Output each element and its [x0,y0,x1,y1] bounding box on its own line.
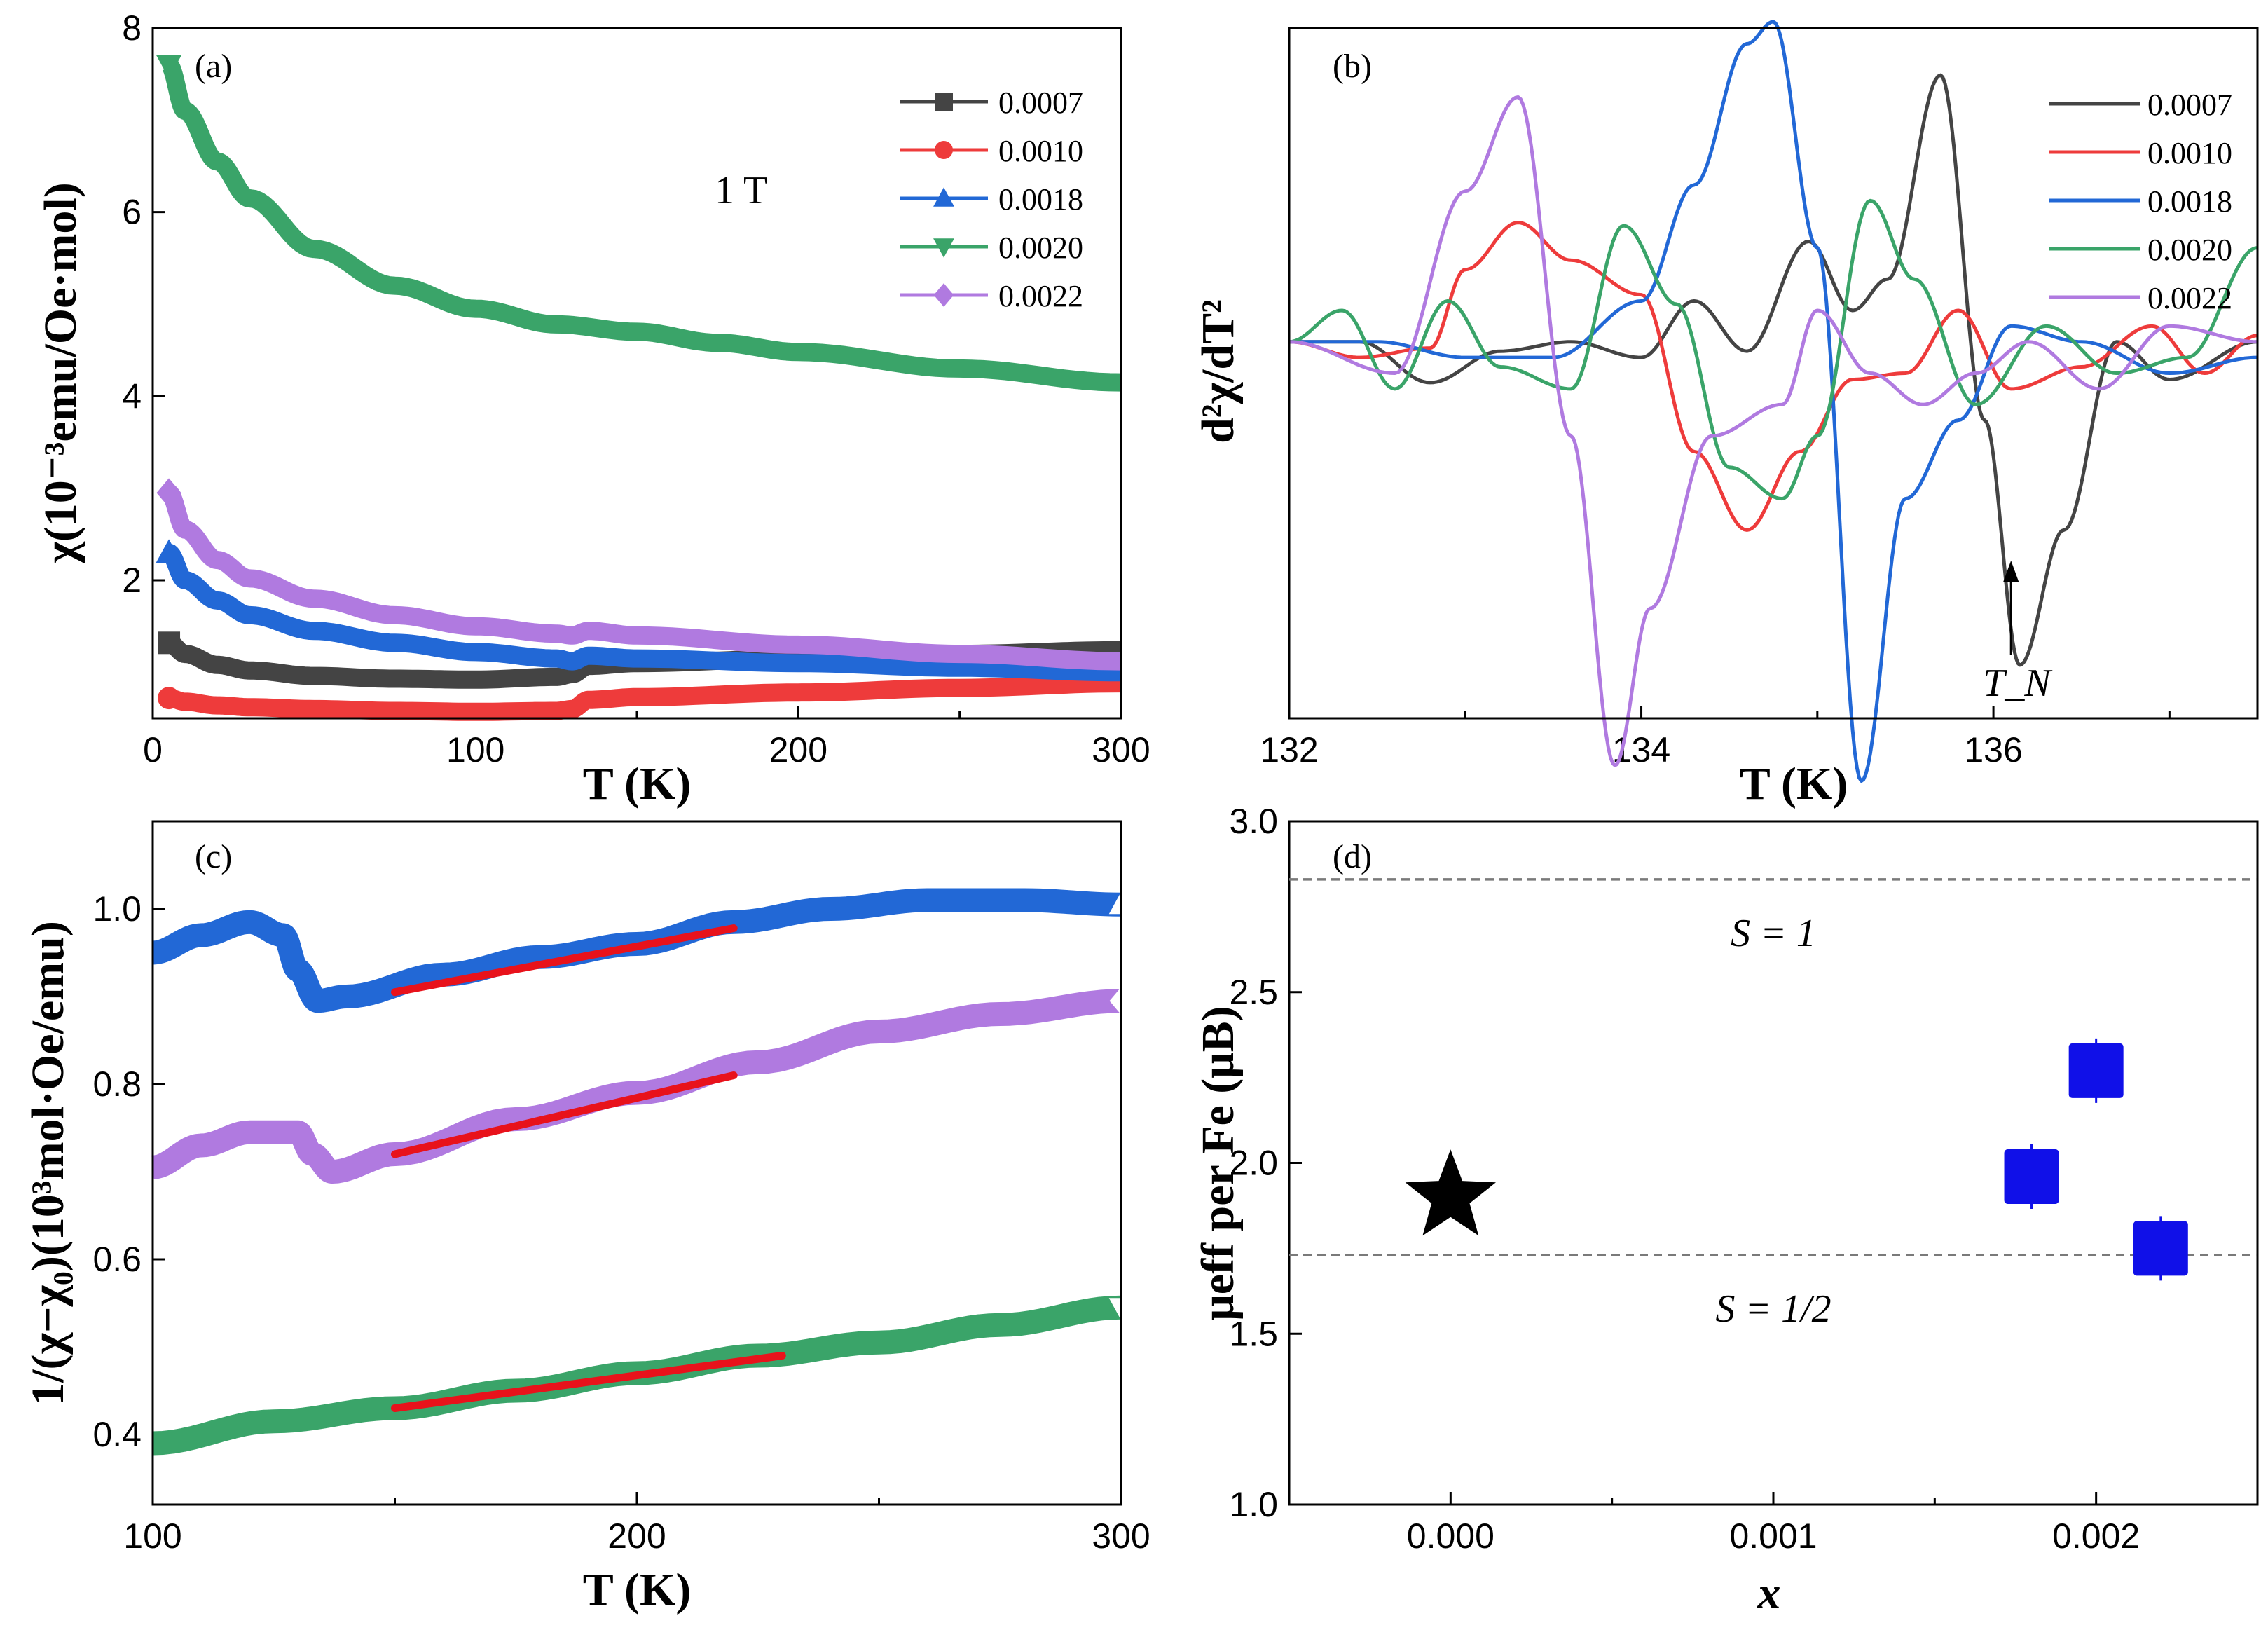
legend-marker [935,93,953,111]
series-line-0.0018 [1289,20,2258,783]
panel-b-series: 132 134 136 [1260,20,2258,783]
series-band-0.0022 [144,989,1123,1184]
legend-label: 0.0020 [2147,233,2232,267]
legend-marker [933,283,954,307]
x-tick-label: 300 [1092,730,1150,769]
series-line-0.0020 [1288,198,2258,501]
reference-label: S = 1 [1731,912,1816,955]
point-square [2068,1043,2124,1098]
y-tick-label: 2.5 [1229,973,1278,1012]
fit-line [391,1071,738,1158]
x-tick-label: 0 [143,730,163,769]
y-tick-label: 3.0 [1229,802,1278,841]
y-tick-label: 2.0 [1229,1144,1278,1183]
panel-a-frame [151,27,1122,720]
panel-c-label: (c) [195,838,232,875]
panel-d-series: 0.000 0.001 0.002 1.0 1.5 2.0 2.5 3.0 S = 1 S = 1… [1229,802,2259,1556]
panel-d-label: (d) [1333,838,1372,875]
panel-c: 100 200 300 0.4 0.6 0.8 1.0 (c) T (K) 1/(χ−χ₀)… [22,820,1150,1615]
legend-label: 0.0022 [998,279,1083,313]
panel-a-ylabel: χ(10⁻³emu/Oe·mol) [35,182,86,563]
legend-label: 0.0010 [2147,136,2232,170]
x-tick-label: 0.002 [2052,1516,2140,1556]
x-tick-label: 136 [1964,730,2022,769]
panel-a-legend: 0.0007 0.0010 0.0018 0.0020 0.0022 [900,85,1083,313]
x-tick-label: 132 [1260,730,1318,769]
series-band-0.0010 [160,674,1122,721]
fit-line [391,924,738,997]
legend-label: 0.0018 [998,182,1083,217]
y-tick-label: 1.5 [1229,1314,1278,1353]
x-tick-label: 100 [123,1516,181,1556]
series-band-0.0018 [144,888,1125,1013]
series-band-0.0020 [160,56,1122,392]
y-tick-label: 0.4 [92,1415,142,1454]
reference-label: S = 1/2 [1715,1287,1831,1331]
point-star [1405,1149,1496,1236]
x-tick-label: 200 [769,730,827,769]
series-line-0.0022 [1288,95,2258,767]
series-band-0.0022 [160,484,1122,671]
y-tick-label: 1.0 [92,889,142,929]
point-square [2133,1221,2188,1276]
marker-0.0010 [158,687,181,710]
panel-a: 0 100 200 300 2 4 6 8 (a) 1 T 0.0007 0.0010 0.001… [35,8,1150,809]
legend-label: 0.0007 [998,85,1083,120]
panel-c-frame [151,820,1122,1506]
legend-marker [933,238,954,258]
legend-label: 0.0020 [998,231,1083,265]
legend-label: 0.0007 [2147,88,2232,122]
x-tick-label: 200 [607,1516,666,1556]
series-line-0.0007 [1289,73,2258,667]
panel-b-label: (b) [1333,48,1372,85]
y-tick-label: 0.6 [92,1240,142,1279]
y-tick-label: 0.8 [92,1064,142,1104]
marker-0.0020 [156,55,182,78]
marker-0.0018 [156,539,182,563]
marker-0.0007 [158,631,181,655]
tn-arrow [2003,561,2019,655]
panel-d: 0.000 0.001 0.002 1.0 1.5 2.0 2.5 3.0 S = 1 S = 1… [1193,802,2259,1619]
x-tick-label: 0.001 [1729,1516,1817,1556]
panel-a-annotation: 1 T [715,169,767,212]
y-tick-label: 2 [122,561,142,600]
panel-b: 132 134 136 (b) 0.00070.00100.00180.00200.… [1193,20,2259,809]
series-line-0.0010 [1288,221,2258,532]
y-tick-label: 1.0 [1229,1485,1278,1524]
y-tick-label: 4 [122,376,142,416]
point-square [2004,1149,2059,1204]
fit-line [391,1352,786,1412]
x-tick-label: 0.000 [1407,1516,1494,1556]
series-band-0.0018 [160,544,1121,682]
panel-b-xlabel: T (K) [1740,758,1848,809]
panel-d-xlabel: x [1757,1568,1781,1619]
panel-a-xlabel: T (K) [583,758,692,809]
legend-label: 0.0018 [2147,184,2232,219]
marker-0.0022 [156,478,181,508]
x-tick-label: 300 [1092,1516,1150,1556]
y-tick-label: 8 [122,8,142,48]
y-tick-label: 6 [122,193,142,232]
panel-a-series: 0 100 200 300 2 4 6 8 [122,8,1150,769]
tn-label: T_N [1983,662,2052,705]
panel-a-label: (a) [195,48,232,85]
legend-marker [933,187,954,207]
legend-marker [935,141,953,159]
panel-c-xlabel: T (K) [583,1564,692,1615]
panel-b-ylabel: d²χ/dT² [1193,299,1244,444]
panel-b-frame [1288,27,2259,720]
legend-label: 0.0022 [2147,281,2232,315]
legend-label: 0.0010 [998,134,1083,168]
panel-c-series: 100 200 300 0.4 0.6 0.8 1.0 [92,888,1150,1556]
panel-b-legend: 0.0007 0.0010 0.0018 0.0020 0.0022 [2049,88,2232,315]
panel-c-ylabel: 1/(χ−χ₀)(10³mol·Oe/emu) [22,921,74,1406]
panel-d-ylabel: μeff per Fe (μB) [1193,1006,1244,1320]
x-tick-label: 100 [446,730,504,769]
